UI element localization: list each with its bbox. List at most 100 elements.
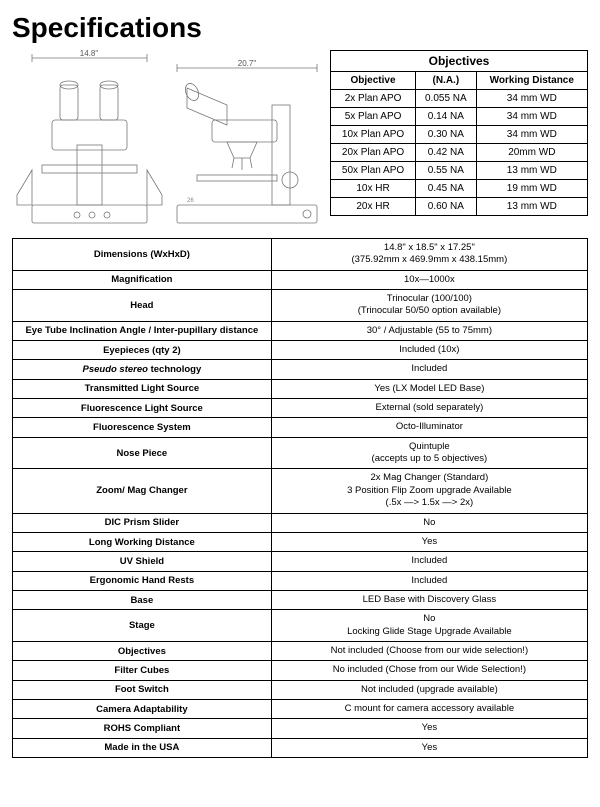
objectives-cell: 10x HR — [331, 180, 416, 198]
objectives-col-0: Objective — [331, 72, 416, 90]
side-width-label: 20.7" — [238, 59, 257, 68]
spec-value: 30° / Adjustable (55 to 75mm) — [271, 321, 587, 340]
spec-row: UV ShieldIncluded — [13, 552, 588, 571]
spec-label: Filter Cubes — [13, 661, 272, 680]
spec-row: Zoom/ Mag Changer2x Mag Changer (Standar… — [13, 469, 588, 513]
objectives-cell: 34 mm WD — [476, 126, 587, 144]
spec-row: Transmitted Light SourceYes (LX Model LE… — [13, 379, 588, 398]
objectives-row: 20x HR0.60 NA13 mm WD — [331, 198, 588, 216]
spec-value: Yes (LX Model LED Base) — [271, 379, 587, 398]
objectives-row: 20x Plan APO0.42 NA20mm WD — [331, 144, 588, 162]
spec-label: Nose Piece — [13, 437, 272, 469]
spec-value: Included — [271, 552, 587, 571]
objectives-cell: 0.45 NA — [416, 180, 477, 198]
objectives-cell: 0.55 NA — [416, 162, 477, 180]
spec-value: Octo-Illuminator — [271, 418, 587, 437]
spec-value: Trinocular (100/100) (Trinocular 50/50 o… — [271, 290, 587, 322]
spec-label: Objectives — [13, 641, 272, 660]
objectives-header: Objectives — [331, 51, 588, 72]
spec-value: External (sold separately) — [271, 399, 587, 418]
spec-row: Long Working DistanceYes — [13, 532, 588, 551]
specifications-table: Dimensions (WxHxD)14.8" x 18.5" x 17.25"… — [12, 238, 588, 758]
spec-row: Pseudo stereo technologyIncluded — [13, 360, 588, 379]
objectives-cell: 0.42 NA — [416, 144, 477, 162]
spec-value: Yes — [271, 719, 587, 738]
spec-row: Nose PieceQuintuple (accepts up to 5 obj… — [13, 437, 588, 469]
spec-label: Camera Adaptability — [13, 699, 272, 718]
spec-label: Pseudo stereo technology — [13, 360, 272, 379]
objectives-cell: 20x Plan APO — [331, 144, 416, 162]
spec-value: No included (Chose from our Wide Selecti… — [271, 661, 587, 680]
spec-label: Long Working Distance — [13, 532, 272, 551]
objectives-cell: 13 mm WD — [476, 198, 587, 216]
spec-label: Base — [13, 590, 272, 609]
spec-label: DIC Prism Slider — [13, 513, 272, 532]
spec-value: Yes — [271, 738, 587, 757]
objectives-col-1: (N.A.) — [416, 72, 477, 90]
technical-diagram: 14.8" — [12, 50, 322, 230]
spec-row: Filter CubesNo included (Chose from our … — [13, 661, 588, 680]
objectives-column-row: Objective (N.A.) Working Distance — [331, 72, 588, 90]
objectives-cell: 0.055 NA — [416, 90, 477, 108]
svg-text:26: 26 — [187, 198, 194, 204]
objectives-cell: 0.14 NA — [416, 108, 477, 126]
spec-label: Magnification — [13, 270, 272, 289]
spec-label: Dimensions (WxHxD) — [13, 239, 272, 271]
objectives-row: 2x Plan APO0.055 NA34 mm WD — [331, 90, 588, 108]
spec-label: Head — [13, 290, 272, 322]
spec-row: Ergonomic Hand RestsIncluded — [13, 571, 588, 590]
page-title: Specifications — [12, 12, 588, 44]
spec-label: UV Shield — [13, 552, 272, 571]
objectives-row: 50x Plan APO0.55 NA13 mm WD — [331, 162, 588, 180]
objectives-cell: 19 mm WD — [476, 180, 587, 198]
spec-value: Included — [271, 571, 587, 590]
spec-label: Zoom/ Mag Changer — [13, 469, 272, 513]
spec-label: Eyepieces (qty 2) — [13, 341, 272, 360]
objectives-cell: 2x Plan APO — [331, 90, 416, 108]
objectives-cell: 20x HR — [331, 198, 416, 216]
spec-value: Included — [271, 360, 587, 379]
spec-label: Stage — [13, 610, 272, 642]
spec-row: Dimensions (WxHxD)14.8" x 18.5" x 17.25"… — [13, 239, 588, 271]
objectives-row: 10x Plan APO0.30 NA34 mm WD — [331, 126, 588, 144]
objectives-cell: 50x Plan APO — [331, 162, 416, 180]
spec-row: BaseLED Base with Discovery Glass — [13, 590, 588, 609]
objectives-cell: 20mm WD — [476, 144, 587, 162]
spec-label: Fluorescence Light Source — [13, 399, 272, 418]
objectives-cell: 0.30 NA — [416, 126, 477, 144]
spec-value: Not included (upgrade available) — [271, 680, 587, 699]
objectives-cell: 10x Plan APO — [331, 126, 416, 144]
spec-row: Camera AdaptabilityC mount for camera ac… — [13, 699, 588, 718]
spec-value: No Locking Glide Stage Upgrade Available — [271, 610, 587, 642]
spec-value: LED Base with Discovery Glass — [271, 590, 587, 609]
spec-row: ROHS CompliantYes — [13, 719, 588, 738]
spec-row: Made in the USAYes — [13, 738, 588, 757]
spec-label: Transmitted Light Source — [13, 379, 272, 398]
spec-label: ROHS Compliant — [13, 719, 272, 738]
spec-value: No — [271, 513, 587, 532]
spec-row: Eye Tube Inclination Angle / Inter-pupil… — [13, 321, 588, 340]
objectives-col-2: Working Distance — [476, 72, 587, 90]
spec-row: Foot SwitchNot included (upgrade availab… — [13, 680, 588, 699]
objectives-table: Objectives Objective (N.A.) Working Dist… — [330, 50, 588, 216]
top-row: 14.8" — [12, 50, 588, 230]
spec-label: Fluorescence System — [13, 418, 272, 437]
objectives-cell: 13 mm WD — [476, 162, 587, 180]
front-width-label: 14.8" — [80, 50, 99, 58]
spec-label: Made in the USA — [13, 738, 272, 757]
spec-row: Magnification10x—1000x — [13, 270, 588, 289]
objectives-cell: 34 mm WD — [476, 90, 587, 108]
spec-label: Eye Tube Inclination Angle / Inter-pupil… — [13, 321, 272, 340]
spec-row: StageNo Locking Glide Stage Upgrade Avai… — [13, 610, 588, 642]
objectives-row: 5x Plan APO0.14 NA34 mm WD — [331, 108, 588, 126]
spec-value: 14.8" x 18.5" x 17.25" (375.92mm x 469.9… — [271, 239, 587, 271]
spec-value: 10x—1000x — [271, 270, 587, 289]
spec-value: Quintuple (accepts up to 5 objectives) — [271, 437, 587, 469]
objectives-cell: 0.60 NA — [416, 198, 477, 216]
objectives-row: 10x HR0.45 NA19 mm WD — [331, 180, 588, 198]
spec-row: ObjectivesNot included (Choose from our … — [13, 641, 588, 660]
spec-value: Not included (Choose from our wide selec… — [271, 641, 587, 660]
spec-row: Fluorescence Light SourceExternal (sold … — [13, 399, 588, 418]
spec-value: C mount for camera accessory available — [271, 699, 587, 718]
spec-row: Eyepieces (qty 2)Included (10x) — [13, 341, 588, 360]
